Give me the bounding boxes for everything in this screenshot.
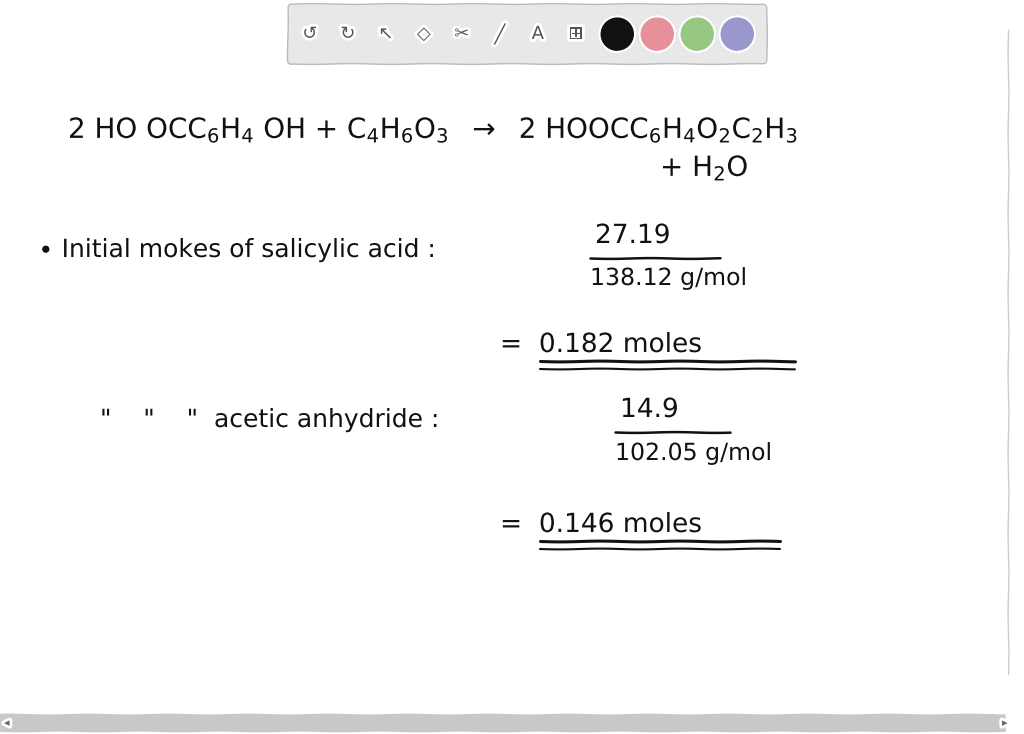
Text: ▸: ▸ bbox=[1002, 718, 1008, 728]
Bar bbox=[0, 714, 1006, 732]
Text: 138.12 g/mol: 138.12 g/mol bbox=[590, 266, 746, 290]
Text: =  0.182 moles: = 0.182 moles bbox=[500, 332, 702, 358]
Text: 27.19: 27.19 bbox=[595, 223, 671, 249]
Circle shape bbox=[681, 18, 713, 50]
Text: ↻: ↻ bbox=[340, 25, 355, 43]
Text: "    "    "  acetic anhydride :: " " " acetic anhydride : bbox=[100, 408, 440, 432]
Text: A: A bbox=[531, 25, 544, 43]
Text: =  0.146 moles: = 0.146 moles bbox=[500, 512, 702, 538]
Text: $\bullet$ Initial mokes of salicylic acid :: $\bullet$ Initial mokes of salicylic aci… bbox=[38, 236, 435, 264]
Circle shape bbox=[601, 18, 633, 50]
Text: 102.05 g/mol: 102.05 g/mol bbox=[615, 441, 772, 465]
Text: ⊞: ⊞ bbox=[568, 25, 584, 43]
Text: ╱: ╱ bbox=[495, 23, 505, 45]
Text: ↖: ↖ bbox=[378, 25, 393, 43]
Text: ◇: ◇ bbox=[417, 25, 431, 43]
Text: ✂: ✂ bbox=[455, 25, 469, 43]
Circle shape bbox=[641, 18, 673, 50]
FancyBboxPatch shape bbox=[288, 4, 767, 64]
Text: ◂: ◂ bbox=[4, 718, 9, 728]
Text: ↺: ↺ bbox=[302, 25, 317, 43]
Text: 2 HO OCC$_6$H$_4$ OH + C$_4$H$_6$O$_3$  $\rightarrow$  2 HOOCC$_6$H$_4$O$_2$C$_2: 2 HO OCC$_6$H$_4$ OH + C$_4$H$_6$O$_3$ $… bbox=[68, 115, 798, 145]
Text: + H$_2$O: + H$_2$O bbox=[660, 153, 749, 183]
Circle shape bbox=[721, 18, 753, 50]
Text: 14.9: 14.9 bbox=[620, 397, 679, 423]
